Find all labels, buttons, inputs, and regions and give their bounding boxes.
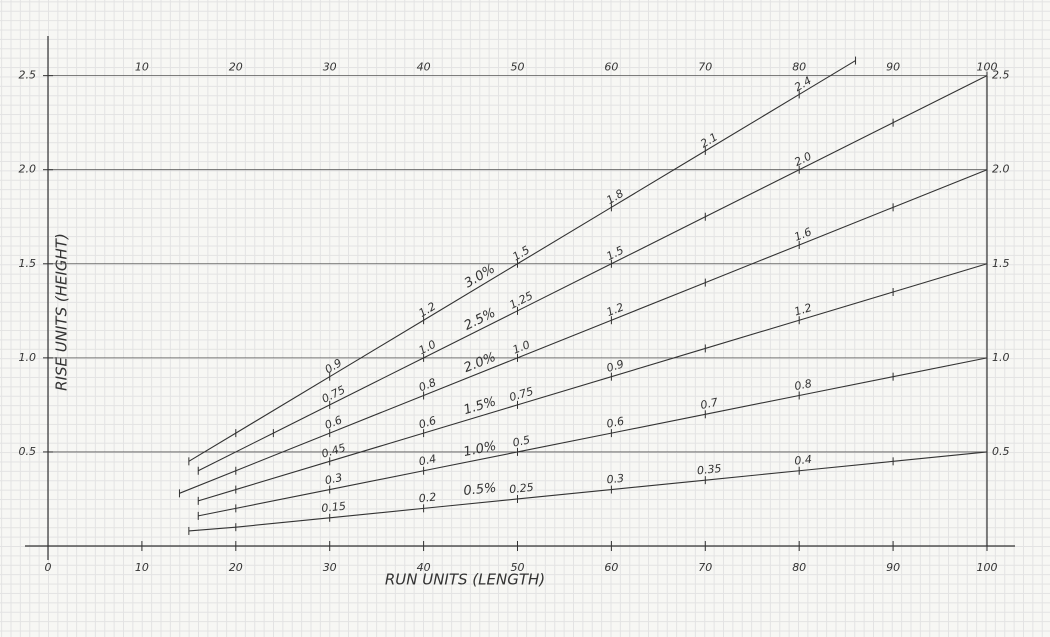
data-label: 0.8 <box>417 376 438 395</box>
x-tick-label: 60 <box>604 561 618 574</box>
grade-label: 2.0% <box>462 350 498 376</box>
data-label: 0.2 <box>418 491 437 506</box>
x-tick-label: 100 <box>977 561 998 574</box>
data-label: 1.0 <box>417 338 438 357</box>
grade-line <box>188 451 988 532</box>
data-label: 0.5 <box>512 433 532 449</box>
data-label: 0.25 <box>509 481 535 496</box>
y-tick-label: 1.5 <box>19 257 37 270</box>
x-axis-title: RUN UNITS (LENGTH) <box>385 571 545 589</box>
y-tick-label: 1.0 <box>19 351 37 364</box>
top-tick-label: 80 <box>792 61 806 74</box>
top-tick-label: 30 <box>323 61 337 74</box>
data-label: 0.6 <box>323 413 344 432</box>
top-tick-label: 90 <box>886 61 900 74</box>
data-label: 1.2 <box>793 301 814 318</box>
data-label: 0.3 <box>324 471 344 487</box>
y-tick-label: 0.5 <box>19 445 37 458</box>
data-label: 2.4 <box>792 74 814 94</box>
top-tick-label: 50 <box>511 61 525 74</box>
data-label: 0.15 <box>321 500 347 515</box>
data-label: 1.2 <box>605 300 626 319</box>
grade-line <box>198 357 988 517</box>
data-label: 1.5 <box>510 243 532 263</box>
data-label: 1.5 <box>604 244 625 263</box>
x-tick-label: 10 <box>135 561 149 574</box>
data-label: 1.6 <box>792 225 813 244</box>
y-tick-label: 2.5 <box>19 69 37 82</box>
data-label: 1.2 <box>416 300 438 320</box>
y-tick-label-right: 0.5 <box>992 445 1010 458</box>
x-tick-label: 80 <box>792 561 806 574</box>
top-tick-label: 100 <box>977 61 998 74</box>
grade-line <box>198 263 988 502</box>
data-label: 0.4 <box>418 452 438 468</box>
grade-label: 0.5% <box>463 481 497 499</box>
x-tick-label: 90 <box>886 561 900 574</box>
data-label: 0.35 <box>696 462 722 477</box>
y-tick-label-right: 2.5 <box>992 69 1010 82</box>
data-label: 2.1 <box>698 130 720 150</box>
data-label: 1.8 <box>604 187 626 207</box>
x-tick-label: 0 <box>45 561 52 574</box>
y-tick-label-right: 2.0 <box>992 163 1010 176</box>
data-label: 0.3 <box>606 472 625 487</box>
x-tick-label: 50 <box>511 561 525 574</box>
grade-line <box>179 169 988 494</box>
top-tick-label: 70 <box>698 61 712 74</box>
x-tick-label: 70 <box>698 561 712 574</box>
data-label: 0.75 <box>320 383 348 406</box>
top-tick-label: 20 <box>229 61 243 74</box>
x-tick-label: 40 <box>417 561 431 574</box>
x-tick-label: 30 <box>323 561 337 574</box>
y-tick-label: 2.0 <box>19 163 37 176</box>
data-label: 0.9 <box>323 356 345 376</box>
top-tick-label: 10 <box>135 61 149 74</box>
data-label: 0.9 <box>605 357 626 374</box>
data-label: 2.0 <box>792 150 813 169</box>
grade-line <box>197 75 988 472</box>
top-tick-label: 60 <box>604 61 618 74</box>
y-tick-label-right: 1.5 <box>992 257 1010 270</box>
y-axis-title: RISE UNITS (HEIGHT) <box>53 233 71 391</box>
data-label: 1.25 <box>507 289 535 312</box>
x-tick-label: 20 <box>229 561 243 574</box>
top-tick-label: 40 <box>417 61 431 74</box>
data-label: 1.0 <box>511 338 532 357</box>
data-label: 0.7 <box>699 396 719 412</box>
data-label: 0.4 <box>794 453 813 468</box>
y-tick-label-right: 1.0 <box>992 351 1010 364</box>
data-label: 0.6 <box>417 414 438 431</box>
data-label: 0.6 <box>605 415 625 431</box>
grade-label: 1.0% <box>462 439 497 460</box>
data-label: 0.8 <box>793 377 813 393</box>
grade-label: 1.5% <box>462 394 498 418</box>
grade-line <box>188 60 856 462</box>
